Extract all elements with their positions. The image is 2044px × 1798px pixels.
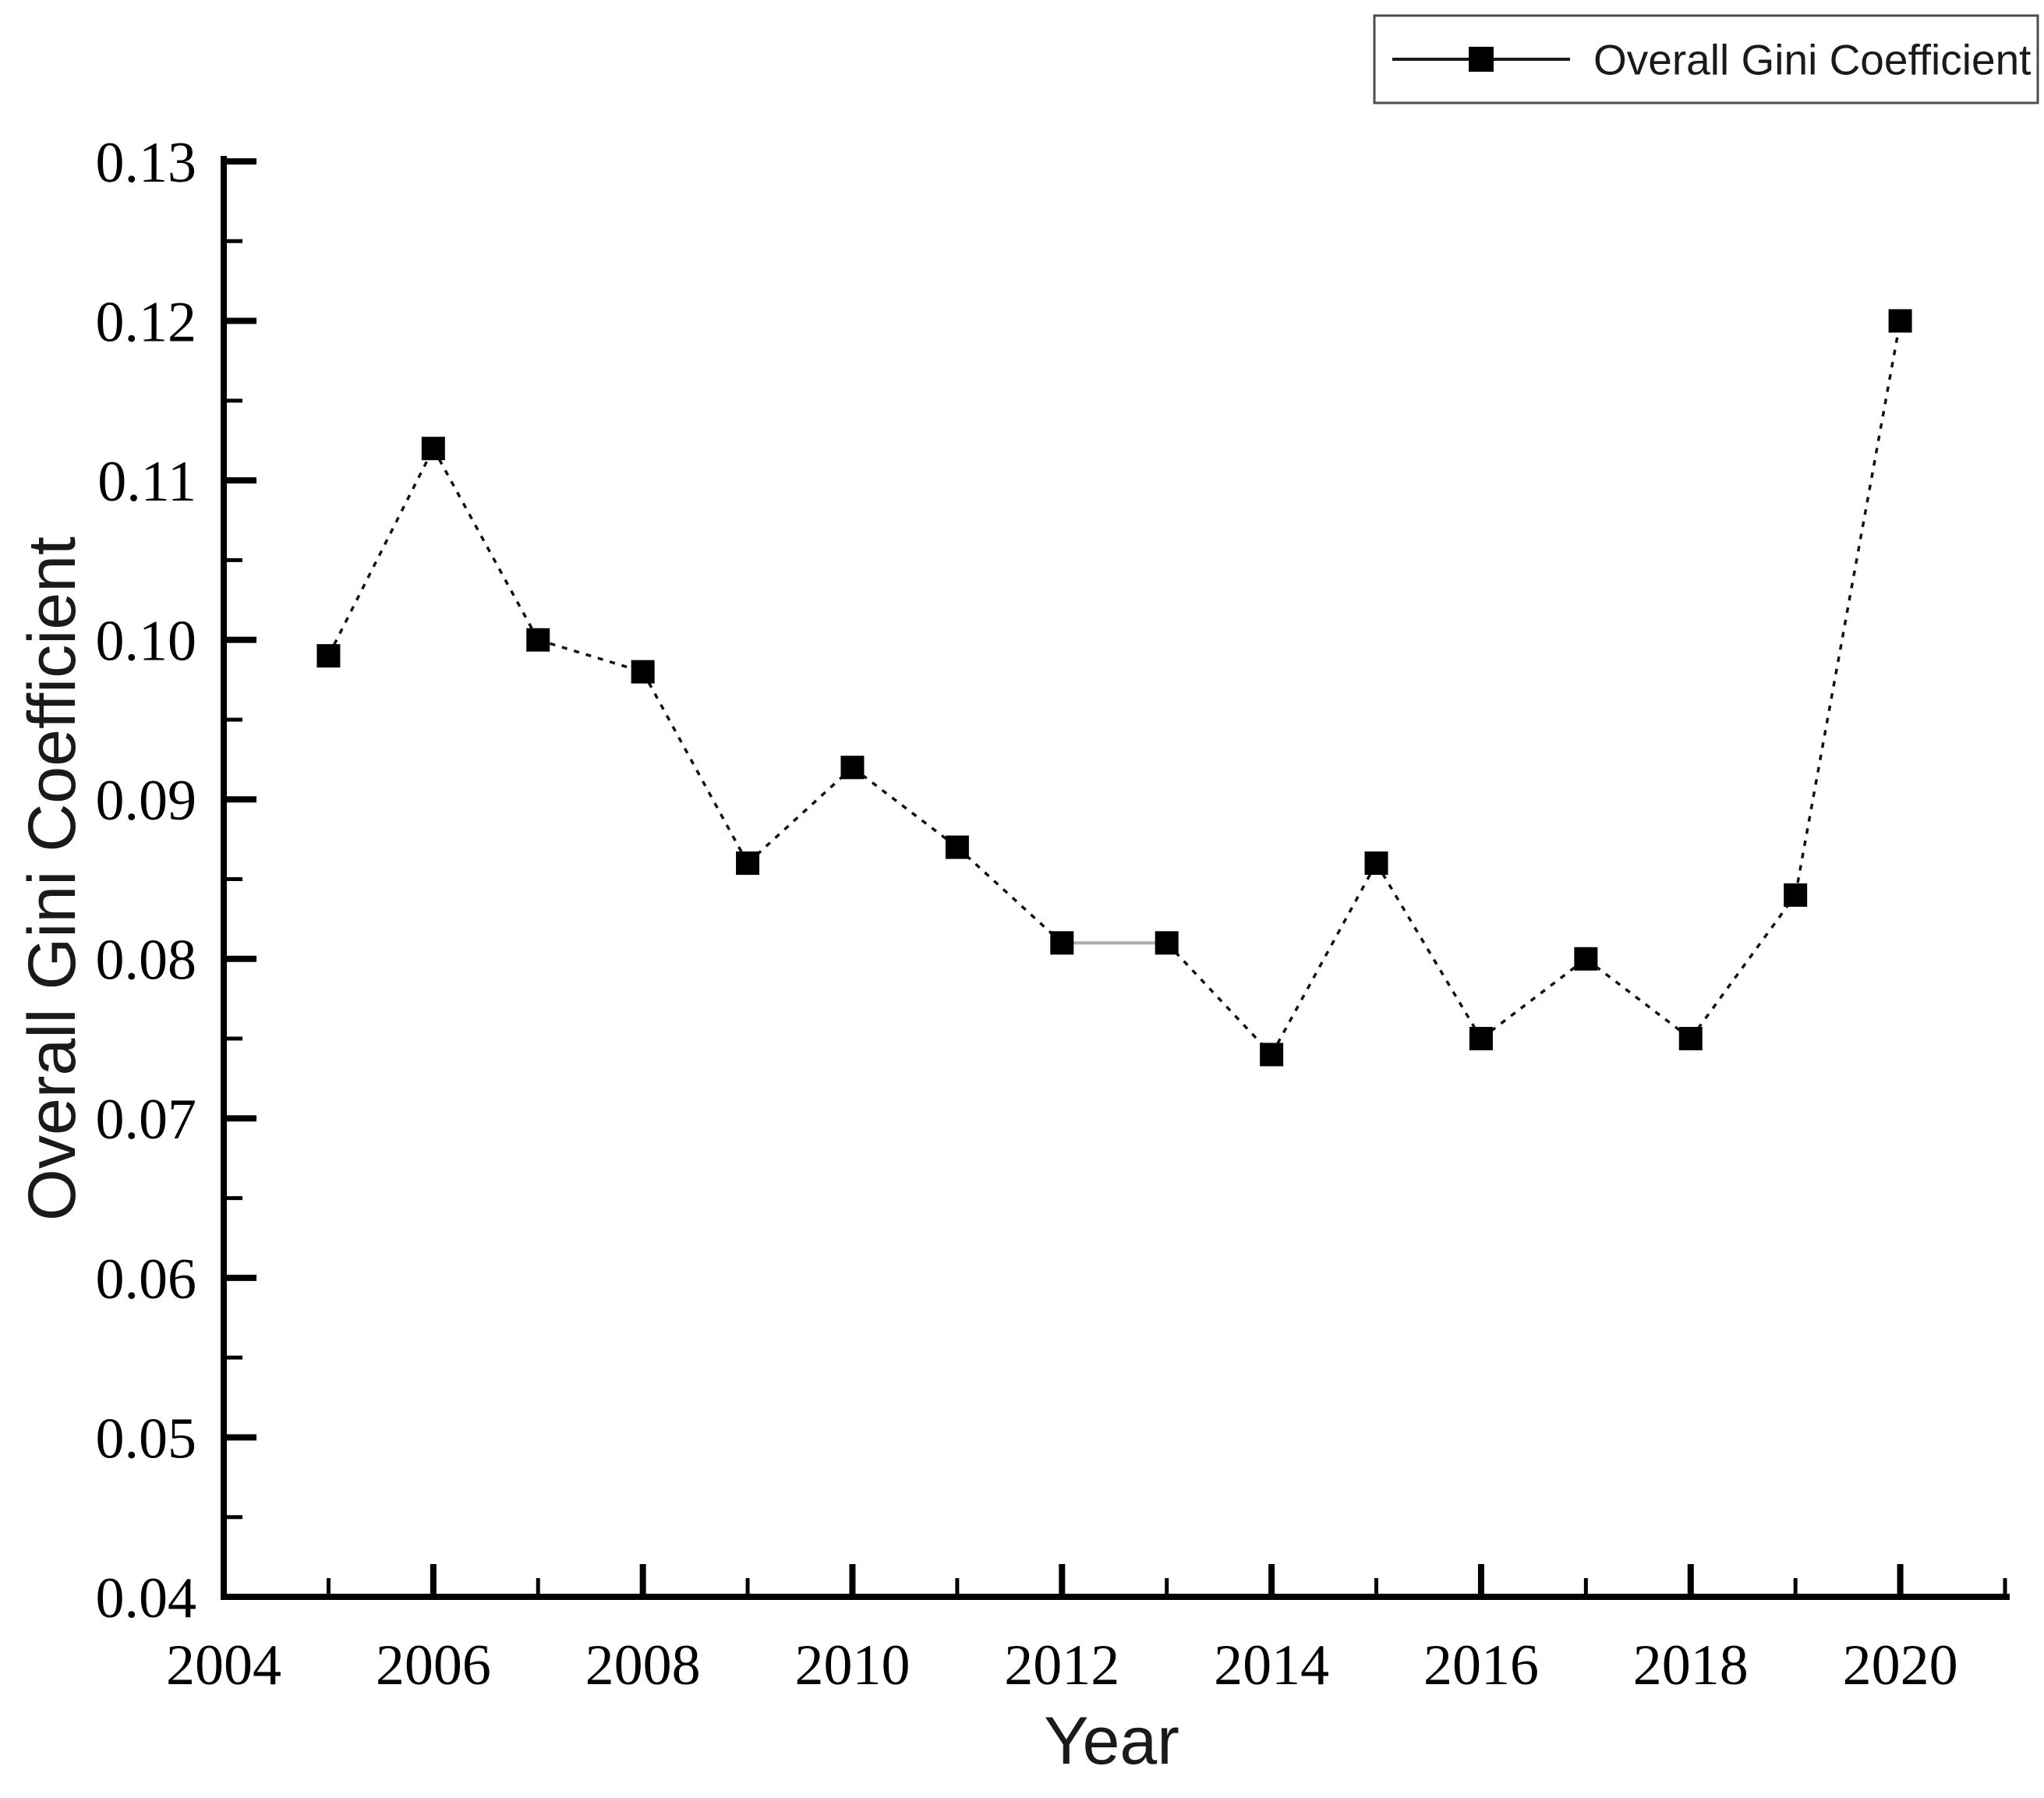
y-tick-label: 0.09 <box>96 769 197 833</box>
y-tick-label: 0.06 <box>96 1248 197 1311</box>
y-tick-label: 0.05 <box>96 1407 197 1471</box>
series-segment <box>1689 894 1797 1040</box>
series-segment <box>1794 320 1902 896</box>
y-axis-title: Overall Gini Coefficient <box>15 536 90 1221</box>
y-tick-label: 0.04 <box>96 1566 197 1630</box>
series-segment <box>537 638 644 674</box>
y-tick-label: 0.08 <box>96 929 197 993</box>
legend-label: Overall Gini Coefficient <box>1593 35 2031 83</box>
series-segment <box>642 671 749 864</box>
legend: Overall Gini Coefficient <box>1373 14 2039 104</box>
series-segment <box>1165 942 1273 1056</box>
x-axis-title: Year <box>1044 1704 1179 1779</box>
legend-sample-square-marker <box>1469 47 1494 72</box>
series-segment <box>327 448 435 657</box>
data-point-square-marker <box>945 835 969 859</box>
data-point-square-marker <box>1050 931 1074 955</box>
data-point-square-marker <box>631 660 655 684</box>
data-point-square-marker <box>1574 947 1598 971</box>
x-tick-label: 2018 <box>1633 1633 1749 1697</box>
y-tick-label: 0.10 <box>96 610 197 674</box>
x-tick-label: 2004 <box>166 1633 281 1697</box>
y-tick-label: 0.12 <box>96 290 197 354</box>
data-point-square-marker <box>1784 883 1808 907</box>
x-tick-label: 2014 <box>1214 1633 1329 1697</box>
series-segment <box>432 448 539 641</box>
data-point-square-marker <box>1469 1027 1493 1051</box>
y-tick-label: 0.07 <box>96 1088 197 1152</box>
x-tick-label: 2020 <box>1843 1633 1958 1697</box>
x-tick-label: 2008 <box>585 1633 701 1697</box>
data-point-square-marker <box>1678 1027 1703 1051</box>
series-segment <box>1480 957 1587 1040</box>
data-point-square-marker <box>421 437 445 461</box>
series-segment <box>1270 862 1378 1056</box>
x-tick-label: 2010 <box>794 1633 910 1697</box>
y-tick-label: 0.13 <box>96 131 197 195</box>
x-tick-label: 2012 <box>1004 1633 1119 1697</box>
series-segment <box>746 766 854 865</box>
data-point-square-marker <box>1888 309 1912 333</box>
x-tick-label: 2006 <box>376 1633 491 1697</box>
y-tick-label: 0.11 <box>97 450 196 514</box>
axes-layer: 2004 2006 2008 2010 2012 2014 2016 2018 2020 0.04… <box>96 131 2010 1697</box>
data-point-square-marker <box>317 644 341 668</box>
data-point-square-marker <box>840 756 865 780</box>
series-segment <box>956 846 1063 944</box>
data-point-square-marker <box>736 851 760 876</box>
data-point-square-marker <box>526 628 550 652</box>
data-point-square-marker <box>1364 851 1388 876</box>
data-point-square-marker <box>1155 931 1179 955</box>
series-segment <box>1375 862 1483 1039</box>
x-tick-label: 2016 <box>1423 1633 1539 1697</box>
data-point-square-marker <box>1260 1042 1284 1067</box>
data-series-layer <box>317 309 1912 1067</box>
series-segment <box>851 766 958 848</box>
series-segment <box>1585 957 1692 1040</box>
